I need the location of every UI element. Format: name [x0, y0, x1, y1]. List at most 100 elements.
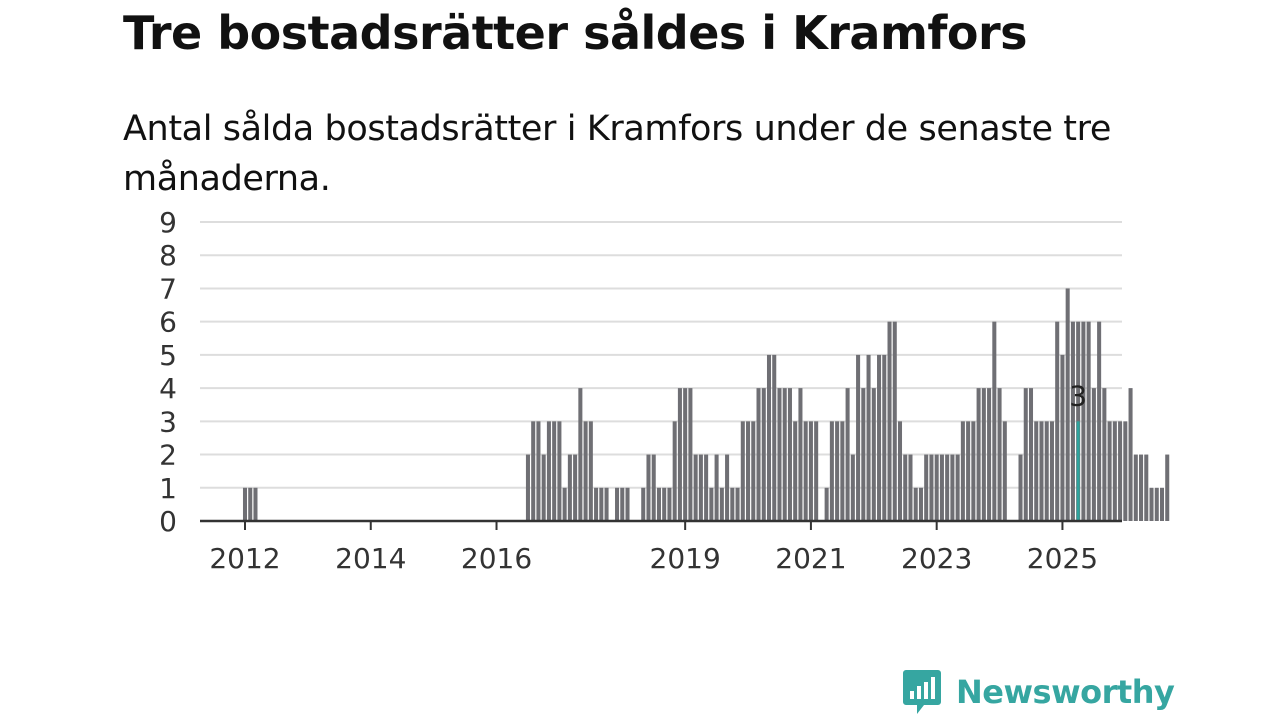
bar [966, 421, 971, 521]
bar [1039, 421, 1044, 521]
bar [693, 454, 698, 521]
bar [573, 454, 578, 521]
bar [1097, 321, 1102, 521]
bar [808, 421, 813, 521]
bar [242, 487, 248, 521]
bar [651, 454, 656, 521]
highlight-bar-label: 3 [1069, 379, 1087, 412]
bar [1107, 421, 1112, 521]
bar [1112, 421, 1117, 521]
bar [714, 454, 719, 521]
bar [604, 487, 609, 521]
bar [688, 388, 693, 521]
bar [1139, 454, 1144, 521]
bar [1076, 321, 1081, 521]
bar [945, 454, 950, 521]
x-tick-label: 2019 [650, 542, 721, 575]
bar [814, 421, 819, 521]
bar [625, 487, 630, 521]
bar [1055, 321, 1060, 521]
bar [1086, 321, 1091, 521]
bar [756, 388, 761, 521]
bar [677, 388, 682, 521]
bar [803, 421, 808, 521]
bar [719, 487, 724, 521]
x-tick-label: 2025 [1027, 542, 1098, 575]
bar [1128, 388, 1133, 521]
bar [824, 487, 829, 521]
bar [656, 487, 661, 521]
bar [772, 354, 777, 521]
bar [939, 454, 944, 521]
bar [976, 388, 981, 521]
bar [987, 388, 992, 521]
brand-logo: Newsworthy [902, 668, 1175, 716]
bar [1028, 388, 1034, 521]
bar [735, 487, 740, 521]
bar [850, 454, 855, 521]
bar [918, 487, 923, 521]
bar [730, 487, 735, 521]
bar [709, 487, 714, 521]
bar [1044, 421, 1049, 521]
bar [1091, 388, 1096, 521]
y-tick-label: 8 [159, 239, 177, 272]
chart-subtitle: Antal sålda bostadsrätter i Kramfors und… [123, 109, 1111, 199]
x-tick-label: 2021 [775, 542, 846, 575]
bar [929, 454, 934, 521]
bar [746, 421, 751, 521]
bar [1065, 288, 1070, 521]
bar [1159, 487, 1165, 521]
bar [1002, 421, 1007, 521]
bar [1165, 454, 1170, 521]
bar [725, 454, 730, 521]
bar [1149, 487, 1154, 521]
bar [620, 487, 625, 521]
bar [913, 487, 918, 521]
x-tick-label: 2016 [461, 542, 532, 575]
bar [667, 487, 672, 521]
bar [793, 421, 798, 521]
bar [1144, 454, 1149, 521]
bar [882, 354, 887, 521]
bar [1102, 388, 1107, 521]
bar [829, 421, 834, 521]
chart-title: Tre bostadsrätter såldes i Kramfors [123, 6, 1028, 60]
x-tick-label: 2023 [901, 542, 972, 575]
bar [903, 454, 908, 521]
bar [253, 487, 258, 521]
newsworthy-logo-icon [903, 670, 941, 714]
bar [992, 321, 997, 521]
bar [1023, 388, 1028, 521]
bar [840, 421, 845, 521]
bar [766, 354, 772, 521]
bar [683, 388, 688, 521]
bar [588, 421, 593, 521]
bar [908, 454, 913, 521]
bar [1133, 454, 1138, 521]
y-tick-label: 3 [159, 405, 177, 438]
y-tick-label: 6 [159, 306, 177, 339]
bar [1070, 321, 1075, 521]
bar [751, 421, 756, 521]
bar [583, 421, 588, 521]
bar [798, 388, 803, 521]
y-tick-label: 9 [159, 206, 177, 239]
bar [761, 388, 766, 521]
bar [1123, 421, 1128, 521]
bar [887, 321, 892, 521]
y-tick-label: 2 [159, 439, 177, 472]
bar [1118, 421, 1123, 521]
y-tick-label: 7 [159, 272, 177, 305]
bar [546, 421, 551, 521]
bar [1034, 421, 1039, 521]
bar [646, 454, 651, 521]
bar [782, 388, 787, 521]
bar [997, 388, 1002, 521]
bar [541, 454, 546, 521]
bar [615, 487, 620, 521]
bar [672, 421, 677, 521]
y-tick-label: 0 [159, 505, 177, 538]
bar [934, 454, 939, 521]
bar [704, 454, 709, 521]
